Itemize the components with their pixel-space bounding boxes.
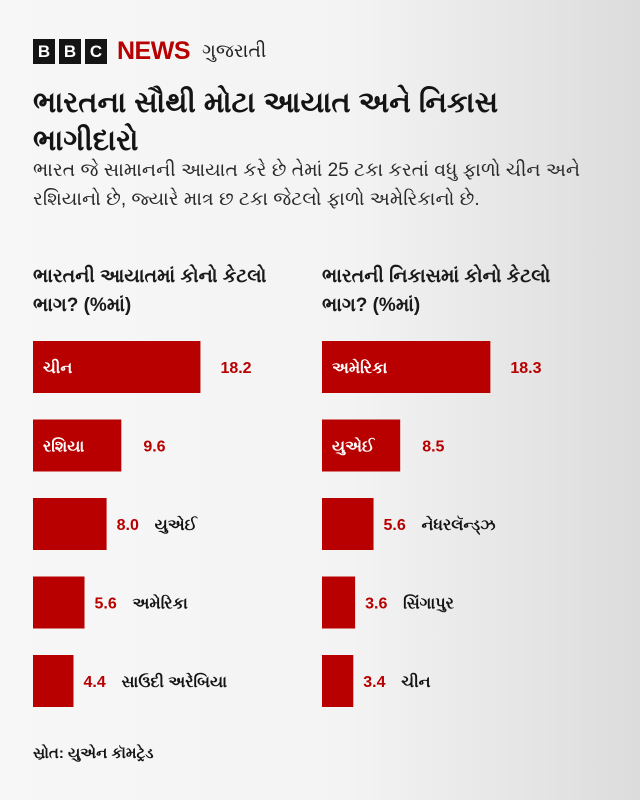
value-label: 8.5 <box>422 439 444 456</box>
bar <box>33 655 74 707</box>
value-label: 5.6 <box>384 517 406 534</box>
value-label: 18.2 <box>220 360 251 377</box>
logo-c: C <box>85 39 107 64</box>
bar <box>322 576 356 629</box>
category-label: યુએઈ <box>332 436 376 457</box>
category-label: સિંગાપુર <box>403 594 455 614</box>
category-label: નેધરલૅન્ડ્ઝ <box>422 514 496 536</box>
category-label: રશિયા <box>43 437 84 456</box>
category-label: યુએઈ <box>155 514 199 535</box>
category-label: અમેરિકા <box>133 592 188 612</box>
value-label: 5.6 <box>95 596 117 613</box>
logo-language: ગુજરાતી <box>202 40 267 62</box>
bar <box>322 341 491 393</box>
value-label: 3.4 <box>363 674 385 691</box>
value-label: 3.6 <box>365 596 387 613</box>
chart-subtitle: ભારત જે સામાનની આયાત કરે છે તેમાં 25 ટકા… <box>33 160 581 210</box>
value-label: 18.3 <box>510 360 541 377</box>
bar <box>33 419 122 472</box>
imports-chart-title: ભારતની આયાતમાં કોનો કેટલો ભાગ? (%માં) <box>33 266 267 316</box>
source-note: સ્રોત: યુએન કૉમટ્રેડ <box>33 745 154 762</box>
value-label: 4.4 <box>83 674 105 691</box>
logo-b2: B <box>59 39 81 64</box>
bar <box>33 576 85 629</box>
bar <box>33 341 201 393</box>
logo-news: NEWS <box>117 37 191 65</box>
category-label: અમેરિકા <box>332 357 387 377</box>
bar <box>322 419 401 472</box>
bbc-news-gujarati-logo: B B C NEWS ગુજરાતી <box>33 37 266 66</box>
bar <box>322 498 374 550</box>
exports-chart-title: ભારતની નિકાસમાં કોનો કેટલો ભાગ? (%માં) <box>322 266 551 316</box>
bar <box>33 498 107 550</box>
value-label: 9.6 <box>143 439 165 456</box>
chart-title: ભારતના સૌથી મોટા આયાત અને નિકાસ ભાગીદારો <box>33 87 499 157</box>
logo-b1: B <box>33 39 55 64</box>
category-label: ચીન <box>401 672 430 691</box>
value-label: 8.0 <box>117 517 139 534</box>
bar <box>322 655 354 707</box>
category-label: ચીન <box>43 358 72 377</box>
category-label: સાઉદી અરેબિયા <box>121 671 227 691</box>
